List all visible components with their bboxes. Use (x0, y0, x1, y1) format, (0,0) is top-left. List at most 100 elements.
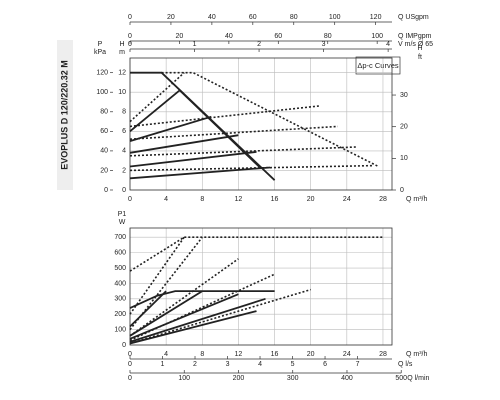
solid-curve (129, 297, 266, 343)
legend-box (355, 56, 401, 75)
x-tick-label: 24 (343, 196, 351, 203)
x-tick-label: 4 (164, 196, 168, 203)
x-tick-label: 0 (128, 196, 132, 203)
extra-axis-tick-label: 500 (395, 375, 407, 382)
x-tick-label: 20 (307, 351, 315, 358)
extra-axis-tick-label: 6 (323, 361, 327, 368)
chart-title: EVOPLUS D 120/220.32 M (59, 60, 69, 170)
extra-axis-label: Q l/s (398, 361, 413, 368)
y-tick-label: 0 (122, 187, 126, 194)
extra-axis-label: Q l/min (407, 375, 429, 382)
y2-tick-label: 10 (400, 155, 408, 162)
solid-curve (129, 151, 257, 168)
dotted-curve (129, 273, 275, 342)
x-tick-label: 28 (379, 351, 387, 358)
x-tick-label: 24 (343, 351, 351, 358)
y-axis-label: W (119, 219, 126, 226)
extra-axis-tick-label: 40 (208, 14, 216, 21)
x-tick-label: 4 (164, 351, 168, 358)
y-tick-label: 600 (114, 249, 126, 256)
x-tick-label: 16 (271, 351, 279, 358)
y-axis-label: H (119, 41, 124, 48)
extra-axis-tick-label: 200 (233, 375, 245, 382)
extra-axis-tick-label: 300 (287, 375, 299, 382)
p-tick-label: 40 (100, 148, 108, 155)
extra-axis-tick-label: 60 (274, 33, 282, 40)
extra-axis-tick-label: 60 (249, 14, 257, 21)
y2-tick-label: 0 (400, 187, 404, 194)
extra-axis-tick-label: 20 (167, 14, 175, 21)
extra-axis-tick-label: 400 (341, 375, 353, 382)
extra-axis-tick-label: 80 (324, 33, 332, 40)
solid-curve (129, 166, 271, 180)
x-axis-label: Q m³/h (406, 351, 427, 358)
solid-curve (129, 290, 167, 328)
x-tick-label: 20 (307, 196, 315, 203)
x-tick-label: 8 (200, 351, 204, 358)
extra-axis-tick-label: 4 (386, 41, 390, 48)
extra-axis-tick-label: 20 (176, 33, 184, 40)
y-tick-label: 700 (114, 234, 126, 241)
solid-curve (129, 115, 212, 142)
x-tick-label: 8 (200, 196, 204, 203)
x-tick-label: 12 (235, 196, 243, 203)
dotted-curve (161, 71, 379, 168)
y-tick-label: 2 (122, 167, 126, 174)
p-tick-label: 60 (100, 128, 108, 135)
solid-curve (129, 310, 257, 345)
dotted-curve (129, 236, 203, 331)
dotted-curve (129, 288, 311, 345)
extra-axis-tick-label: 0 (128, 33, 132, 40)
y-tick-label: 4 (122, 148, 126, 155)
p-axis-label: kPa (94, 49, 106, 56)
dotted-curve (129, 125, 338, 140)
y-tick-label: 100 (114, 326, 126, 333)
x-tick-label: 12 (235, 351, 243, 358)
extra-axis-tick-label: 0 (128, 14, 132, 21)
plot-frame (129, 57, 393, 191)
extra-axis-tick-label: 3 (322, 41, 326, 48)
y-tick-label: 300 (114, 296, 126, 303)
plot-frame (129, 227, 393, 346)
p-tick-label: 80 (100, 109, 108, 116)
extra-axis-label: Q IMPgpm (398, 33, 432, 40)
p-tick-label: 100 (96, 89, 108, 96)
extra-axis-tick-label: 100 (329, 14, 341, 21)
extra-axis-tick-label: 2 (257, 41, 261, 48)
extra-axis-tick-label: 1 (161, 361, 165, 368)
extra-axis-label: V m/s Ø 65 (398, 41, 433, 48)
title-strip (57, 40, 73, 190)
extra-axis-tick-label: 40 (225, 33, 233, 40)
extra-axis-tick-label: 100 (371, 33, 383, 40)
dotted-curve (129, 72, 185, 123)
extra-axis-tick-label: 0 (128, 361, 132, 368)
solid-curve (129, 134, 239, 154)
x-tick-label: 28 (379, 196, 387, 203)
y-tick-label: 12 (118, 70, 126, 77)
p-tick-label: 0 (104, 187, 108, 194)
y-tick-label: 400 (114, 280, 126, 287)
extra-axis-tick-label: 100 (178, 375, 190, 382)
y-axis-label: m (119, 49, 125, 56)
extra-axis-tick-label: 3 (226, 361, 230, 368)
y-tick-label: 6 (122, 128, 126, 135)
dotted-curve (129, 146, 356, 157)
dotted-curve (129, 236, 383, 272)
extra-axis-tick-label: 4 (258, 361, 262, 368)
x-tick-label: 16 (271, 196, 279, 203)
solid-curve (129, 290, 203, 337)
y-tick-label: 500 (114, 265, 126, 272)
p-axis-label: P (98, 41, 103, 48)
y2-tick-label: 20 (400, 124, 408, 131)
x-tick-label: 0 (128, 351, 132, 358)
y-tick-label: 0 (122, 342, 126, 349)
p-tick-label: 120 (96, 70, 108, 77)
y-tick-label: 200 (114, 311, 126, 318)
y2-axis-label: H (417, 45, 422, 52)
x-axis-label: Q m³/h (406, 196, 427, 203)
p-tick-label: 20 (100, 167, 108, 174)
extra-axis-tick-label: 7 (356, 361, 360, 368)
y2-tick-label: 30 (400, 92, 408, 99)
extra-axis-tick-label: 1 (193, 41, 197, 48)
